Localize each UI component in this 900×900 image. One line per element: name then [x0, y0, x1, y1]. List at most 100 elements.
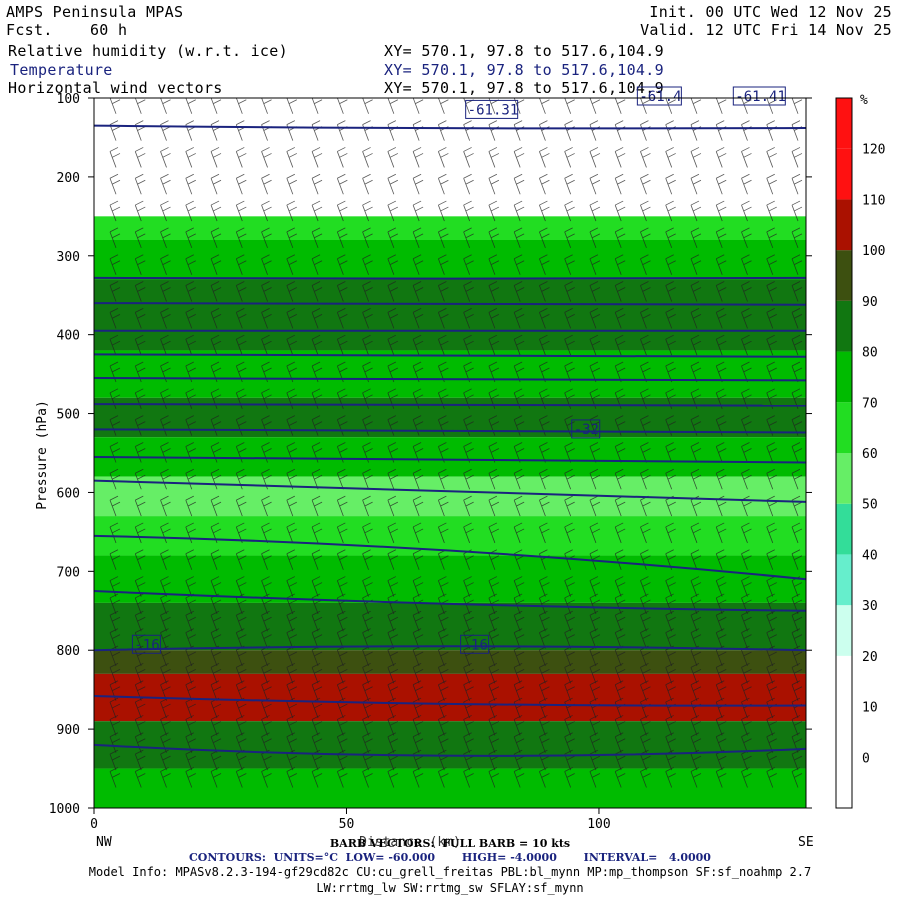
wind-barb: [185, 254, 196, 275]
wind-barb: [412, 767, 424, 788]
colorbar-segment: [836, 554, 852, 606]
wind-barb: [362, 98, 373, 114]
wind-barb: [791, 334, 803, 356]
wind-barb: [640, 173, 651, 195]
wind-barb: [665, 334, 676, 356]
wind-barb: [210, 549, 222, 570]
wind-barb: [766, 662, 777, 684]
wind-barb: [791, 715, 803, 736]
wind-barb: [690, 549, 702, 570]
wind-barb: [589, 749, 601, 771]
wind-barb: [134, 200, 146, 222]
wind-barb: [286, 495, 297, 517]
wind-barb: [690, 610, 702, 632]
wind-barb: [766, 610, 777, 632]
wind-barb: [665, 680, 676, 701]
wind-barb: [539, 388, 550, 409]
contour-label: -61.31: [468, 102, 519, 118]
wind-barb: [589, 98, 601, 114]
wind-barb: [185, 610, 196, 632]
wind-barb: [362, 281, 373, 302]
wind-barb: [160, 549, 171, 570]
wind-barb: [437, 680, 449, 701]
wind-barb: [539, 281, 550, 302]
wind-barb: [336, 147, 348, 168]
wind-barb: [412, 254, 424, 275]
temperature-contour: [94, 276, 806, 280]
temperature-contour: [94, 590, 806, 612]
colorbar-segment: [836, 655, 852, 707]
wind-barb: [463, 307, 474, 329]
wind-barb: [513, 173, 525, 195]
wind-barb: [463, 767, 474, 788]
wind-barb: [564, 495, 575, 517]
wind-barb: [690, 307, 702, 329]
wind-barb: [235, 227, 247, 249]
wind-barb: [437, 281, 449, 302]
temperature-contour: [94, 645, 806, 652]
wind-barb: [715, 680, 727, 701]
wind-barb: [640, 610, 651, 632]
wind-barb: [463, 388, 474, 409]
wind-barb: [387, 227, 399, 249]
wind-barb: [614, 307, 626, 329]
rh-band: [94, 673, 806, 722]
colorbar-label: 20: [862, 650, 878, 665]
wind-barb: [791, 227, 803, 249]
wind-barb: [690, 334, 702, 356]
wind-barb: [210, 468, 222, 490]
wind-barb: [488, 173, 500, 195]
wind-barb: [286, 227, 297, 249]
wind-barb: [665, 767, 676, 788]
wind-barb: [336, 281, 348, 302]
wind-barb: [539, 227, 550, 249]
wind-barb: [311, 147, 323, 168]
wind-barb: [437, 495, 449, 517]
wind-barb: [564, 200, 575, 222]
wind-barb: [387, 749, 399, 771]
wind-barb: [539, 173, 550, 195]
wind-barb: [463, 610, 474, 632]
wind-barb: [741, 468, 752, 490]
wind-barb: [791, 361, 803, 383]
wind-barb: [791, 98, 803, 114]
wind-barb: [614, 593, 626, 615]
wind-barb: [665, 254, 676, 275]
wind-barb: [261, 767, 272, 788]
wind-barb: [412, 549, 424, 570]
wind-barb: [185, 628, 196, 649]
wind-barb: [412, 749, 424, 771]
contour-label: -61.41: [735, 89, 786, 105]
wind-barb: [741, 281, 752, 302]
wind-barb: [412, 415, 424, 436]
wind-barb: [261, 334, 272, 356]
wind-barb: [589, 173, 601, 195]
wind-barb: [160, 334, 171, 356]
wind-barb: [766, 715, 777, 736]
wind-barb: [766, 200, 777, 222]
wind-barb: [513, 147, 525, 168]
temperature-contours: [94, 124, 806, 757]
wind-barb: [715, 334, 727, 356]
wind-barb: [766, 767, 777, 788]
wind-barb: [362, 549, 373, 570]
contour-label: -16: [463, 637, 488, 653]
wind-barb: [488, 307, 500, 329]
wind-barb: [665, 415, 676, 436]
wind-barb: [539, 576, 550, 597]
wind-barb: [286, 307, 297, 329]
wind-barb: [665, 715, 676, 736]
wind-barb: [640, 415, 651, 436]
wind-barb: [387, 576, 399, 597]
wind-barb: [185, 767, 196, 788]
wind-barb: [261, 200, 272, 222]
wind-barb: [564, 281, 575, 302]
x-end-right: SE: [798, 835, 814, 850]
wind-barb: [235, 680, 247, 701]
wind-barb: [437, 334, 449, 356]
wind-barb: [640, 227, 651, 249]
wind-barb: [210, 662, 222, 684]
wind-barb: [690, 200, 702, 222]
wind-barb: [336, 98, 348, 114]
wind-barb: [513, 227, 525, 249]
